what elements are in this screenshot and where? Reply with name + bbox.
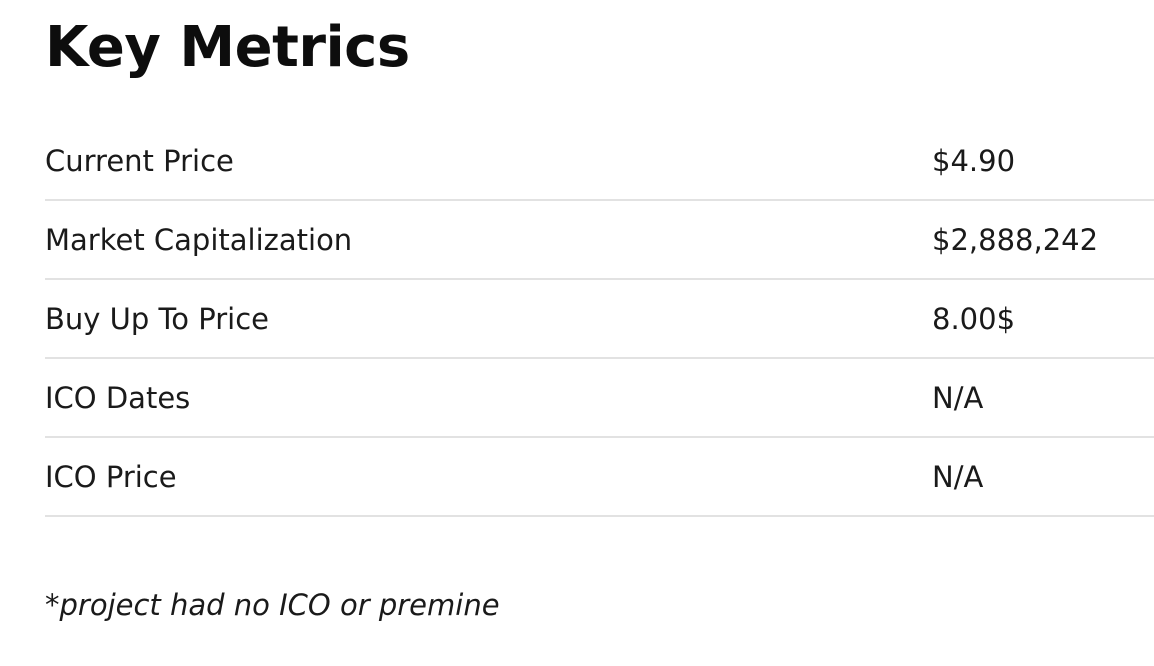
metric-label: Current Price [45,143,234,178]
metric-value: N/A [932,380,984,415]
metric-value: $2,888,242 [932,222,1099,257]
metric-label: Market Capitalization [45,222,353,257]
metric-row-current-price: Current Price $4.90 [45,122,1154,201]
page-title: Key Metrics [45,15,410,80]
footnote: *project had no ICO or premine [45,588,500,622]
metric-value: $4.90 [932,143,1016,178]
metric-label: ICO Price [45,459,177,494]
metric-row-market-cap: Market Capitalization $2,888,242 [45,201,1154,280]
metrics-table: Current Price $4.90 Market Capitalizatio… [45,122,1154,517]
metric-row-ico-price: ICO Price N/A [45,438,1154,517]
metric-label: ICO Dates [45,380,191,415]
metric-label: Buy Up To Price [45,301,269,336]
metric-row-buy-up-to: Buy Up To Price 8.00$ [45,280,1154,359]
metric-value: 8.00$ [932,301,1016,336]
metric-row-ico-dates: ICO Dates N/A [45,359,1154,438]
metric-value: N/A [932,459,984,494]
